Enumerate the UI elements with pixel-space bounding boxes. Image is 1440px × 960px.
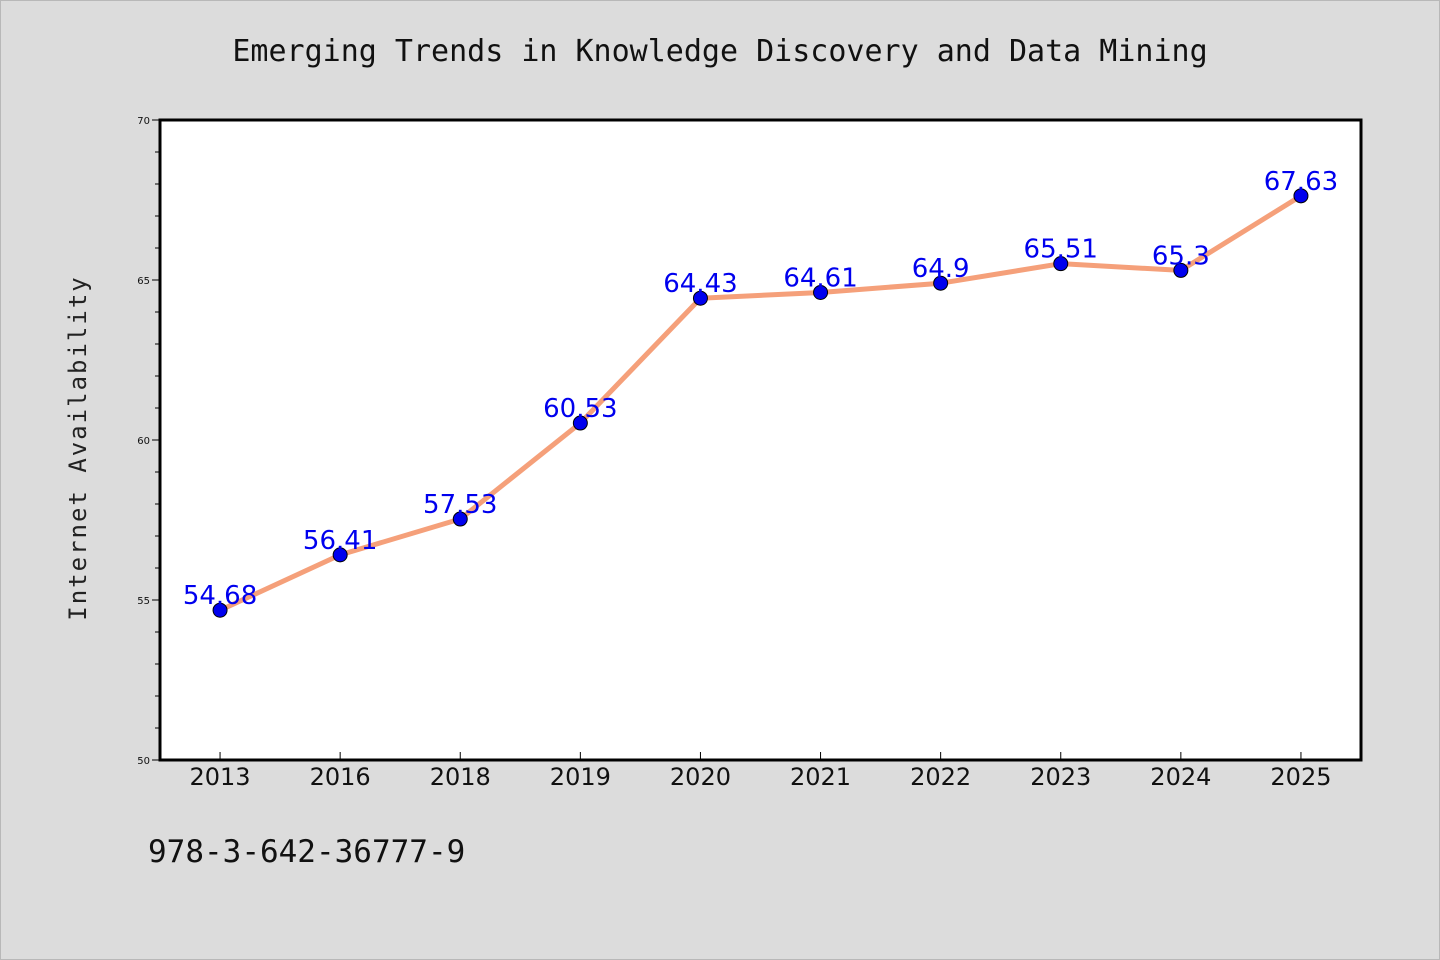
x-tick-label: 2021: [790, 763, 851, 791]
x-tick-label: 2022: [910, 763, 971, 791]
data-point: [1053, 256, 1069, 272]
data-point: [1173, 262, 1189, 278]
data-point: [572, 415, 588, 431]
x-tick-label: 2019: [550, 763, 611, 791]
x-tick-label: 2016: [310, 763, 371, 791]
y-tick-label: 65: [137, 276, 150, 287]
y-tick-label: 70: [137, 116, 150, 127]
x-tick-label: 2020: [670, 763, 731, 791]
data-label: 64.43: [663, 269, 737, 299]
x-tick-label: 2018: [430, 763, 491, 791]
data-point: [1293, 188, 1309, 204]
x-tick-label: 2024: [1150, 763, 1211, 791]
data-label: 56.41: [303, 526, 377, 556]
data-point: [813, 284, 829, 300]
data-point: [212, 602, 228, 618]
plot-area: [158, 118, 1363, 762]
isbn-label: 978-3-642-36777-9: [148, 834, 466, 870]
data-point: [933, 275, 949, 291]
y-tick-label: 50: [137, 756, 150, 767]
y-tick-label: 55: [137, 596, 150, 607]
data-label: 57.53: [423, 490, 497, 520]
chart-title: Emerging Trends in Knowledge Discovery a…: [232, 34, 1208, 69]
data-label: 65.51: [1024, 235, 1098, 265]
data-label: 64.9: [912, 254, 970, 284]
data-point: [332, 547, 348, 563]
series-line: [217, 193, 1304, 613]
data-point: [452, 511, 468, 527]
data-label: 65.3: [1152, 241, 1210, 271]
data-point: [692, 290, 708, 306]
x-tick-label: 2025: [1270, 763, 1331, 791]
data-label: 67.63: [1264, 167, 1338, 197]
data-label: 64.61: [783, 263, 857, 293]
y-tick-label: 60: [137, 436, 150, 447]
data-label: 60.53: [543, 394, 617, 424]
x-tick-label: 2013: [190, 763, 251, 791]
x-tick-label: 2023: [1030, 763, 1091, 791]
data-label: 54.68: [183, 581, 257, 611]
y-axis-label: Internet Availability: [64, 275, 92, 620]
